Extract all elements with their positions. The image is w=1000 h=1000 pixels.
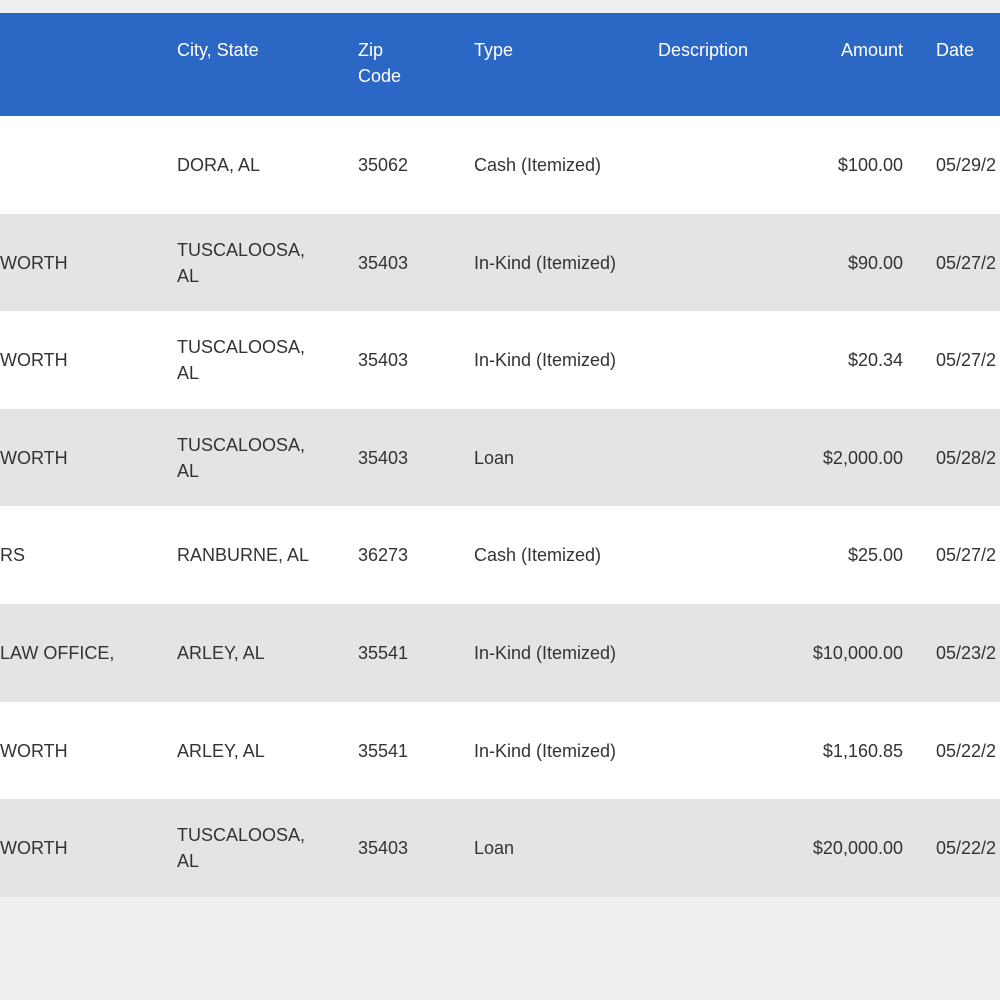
- table-cell: LAW OFFICE,: [0, 643, 115, 663]
- table-cell: TUSCALOOSA, AL: [177, 434, 306, 481]
- table-cell: 35403: [358, 252, 409, 273]
- table-cell: WORTH: [0, 252, 68, 273]
- table-row: WORTH TUSCALOOSA, AL 35403 Loan $2,000.00 05/…: [0, 408, 1000, 507]
- table-cell: 05/27/2: [936, 350, 997, 371]
- table-row: WORTH TUSCALOOSA, AL 35403 Loan $20,000.00 05…: [0, 799, 1000, 897]
- table-cell: RS: [0, 545, 26, 566]
- table-cell: 35541: [358, 643, 409, 663]
- table-cell: 05/29/2: [936, 155, 997, 175]
- table-cell: 05/27/2: [936, 252, 997, 273]
- table-cell: Cash (Itemized): [474, 155, 602, 175]
- table-cell: WORTH: [0, 740, 68, 761]
- table-cell: In-Kind (Itemized): [474, 350, 617, 371]
- table-cell: 35403: [358, 838, 409, 859]
- table-cell: Loan: [474, 447, 515, 468]
- column-header: Description: [658, 40, 749, 60]
- table-cell: $20,000.00: [812, 838, 903, 859]
- table-cell: In-Kind (Itemized): [474, 252, 617, 273]
- table-row: DORA, AL 35062 Cash (Itemized) $100.00 05/29…: [0, 116, 1000, 214]
- table-cell: WORTH: [0, 447, 68, 468]
- table-cell: 05/22/2: [936, 838, 997, 859]
- table-cell: 05/28/2: [936, 447, 997, 468]
- table-cell: Loan: [474, 838, 515, 859]
- table-row: WORTH TUSCALOOSA, AL 35403 In-Kind (Itemize…: [0, 213, 1000, 312]
- column-header: Date: [936, 40, 975, 60]
- table-row: LAW OFFICE, ARLEY, AL 35541 In-Kind (Itemiz…: [0, 604, 1000, 702]
- table-cell: Cash (Itemized): [474, 545, 602, 566]
- table-cell: $100.00: [837, 155, 903, 175]
- table-cell: 36273: [358, 545, 409, 566]
- table-cell: $2,000.00: [822, 447, 903, 468]
- table-cell: RANBURNE, AL: [177, 545, 310, 566]
- column-header: Zip Code: [358, 40, 402, 86]
- table-cell: TUSCALOOSA, AL: [177, 239, 306, 286]
- table-cell: 05/27/2: [936, 545, 997, 566]
- table-cell: WORTH: [0, 350, 68, 371]
- column-header: Amount: [840, 40, 903, 60]
- table-cell: ARLEY, AL: [177, 740, 265, 761]
- table-cell: TUSCALOOSA, AL: [177, 337, 306, 384]
- table-cell: 35403: [358, 447, 409, 468]
- table-cell: TUSCALOOSA, AL: [177, 825, 306, 872]
- table-cell: 05/23/2: [936, 643, 997, 663]
- table-cell: $25.00: [847, 545, 903, 566]
- table-cell: $1,160.85: [822, 740, 903, 761]
- table-row: WORTH ARLEY, AL 35541 In-Kind (Itemized) $1,…: [0, 701, 1000, 800]
- table-cell: $10,000.00: [812, 643, 903, 663]
- table-header: City, State Zip Code Type Description Amount…: [0, 13, 1000, 116]
- table-row: WORTH TUSCALOOSA, AL 35403 In-Kind (Itemize…: [0, 311, 1000, 410]
- table-cell: 05/22/2: [936, 740, 997, 761]
- table-cell: In-Kind (Itemized): [474, 643, 617, 663]
- table-cell: WORTH: [0, 838, 68, 859]
- table-cell: ARLEY, AL: [177, 643, 265, 663]
- column-header: City, State: [177, 40, 259, 60]
- table-cell: $90.00: [847, 252, 903, 273]
- table-cell: In-Kind (Itemized): [474, 740, 617, 761]
- table-cell: DORA, AL: [177, 155, 261, 175]
- table-cell: 35062: [358, 155, 409, 175]
- contributions-table: City, State Zip Code Type Description Amount…: [0, 13, 1000, 897]
- table-cell: 35403: [358, 350, 409, 371]
- column-header: Type: [474, 40, 514, 60]
- table-cell: 35541: [358, 740, 409, 761]
- table-row: RS RANBURNE, AL 36273 Cash (Itemized) $25.00…: [0, 506, 1000, 605]
- table-cell: $20.34: [847, 350, 903, 371]
